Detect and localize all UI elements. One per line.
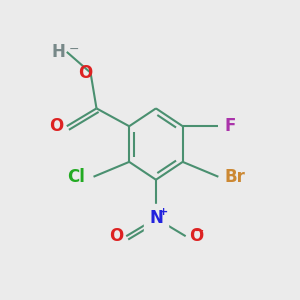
Text: Cl: Cl xyxy=(67,168,85,186)
Text: H: H xyxy=(51,43,65,61)
Text: −: − xyxy=(69,42,80,56)
Text: +: + xyxy=(159,207,168,218)
Text: O: O xyxy=(189,227,203,245)
Text: O: O xyxy=(50,117,64,135)
Text: O: O xyxy=(109,227,123,245)
Text: O: O xyxy=(78,64,92,82)
Text: Br: Br xyxy=(224,168,245,186)
Text: F: F xyxy=(224,117,236,135)
Text: N: N xyxy=(149,209,163,227)
Text: −: − xyxy=(194,225,204,238)
